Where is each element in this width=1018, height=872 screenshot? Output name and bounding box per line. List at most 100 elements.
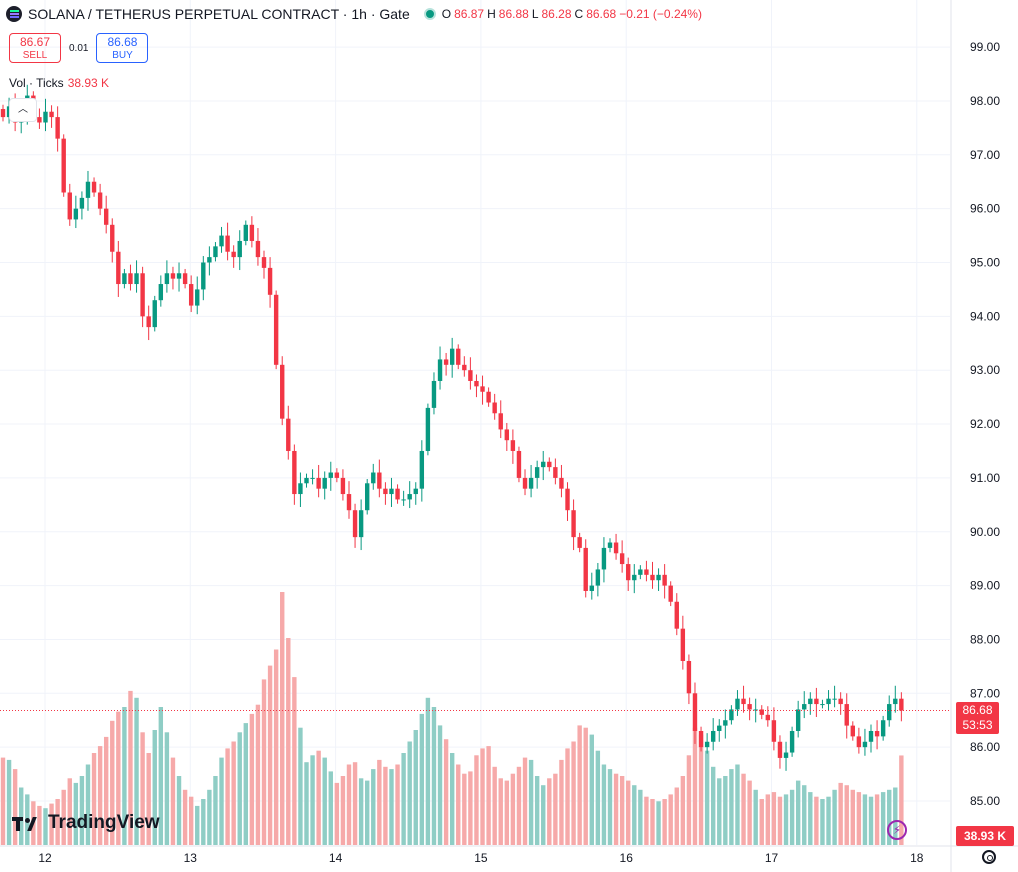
volume-bar xyxy=(19,787,24,845)
candle-body xyxy=(771,720,777,742)
buy-button[interactable]: 86.68 BUY xyxy=(96,33,149,63)
candle-body xyxy=(753,709,758,711)
settings-gear-icon[interactable] xyxy=(982,850,996,864)
price-tick-label: 94.00 xyxy=(970,309,1000,323)
candle-body xyxy=(723,720,728,726)
volume-bar xyxy=(401,753,406,845)
sell-button[interactable]: 86.67 SELL xyxy=(9,33,61,63)
volume-bar xyxy=(656,801,661,845)
volume-bar xyxy=(729,769,734,845)
candle-body xyxy=(255,240,261,258)
volume-bar xyxy=(717,778,722,845)
candle-body xyxy=(674,601,679,629)
volume-bar xyxy=(182,789,188,845)
candle-body xyxy=(91,181,97,193)
price-tick-label: 89.00 xyxy=(970,579,1000,593)
trade-buttons: 86.67 SELL 0.01 86.68 BUY xyxy=(9,33,149,63)
spread-value: 0.01 xyxy=(69,42,89,54)
volume-bar xyxy=(219,757,224,845)
price-tick-label: 88.00 xyxy=(970,632,1000,646)
price-tick-label: 98.00 xyxy=(970,94,1000,108)
candles xyxy=(0,84,904,771)
volume-bar xyxy=(371,769,376,845)
symbol-title[interactable]: SOLANA / TETHERUS PERPETUAL CONTRACT · 1… xyxy=(28,6,410,22)
candle-body xyxy=(395,488,400,500)
candle-body xyxy=(298,483,303,495)
candle-body xyxy=(613,542,619,554)
volume-bar xyxy=(413,730,418,845)
volume-bar xyxy=(322,757,327,845)
candle-body xyxy=(122,273,127,285)
candle-body xyxy=(547,461,552,468)
volume-bar xyxy=(134,697,139,845)
candle-body xyxy=(468,370,473,381)
volume-bar xyxy=(771,792,777,845)
volume-bar xyxy=(844,785,849,845)
volume-bar xyxy=(838,782,843,845)
candle-body xyxy=(893,698,898,705)
ohlc-values: O 86.87 H 86.88 L 86.28 C 86.68 −0.21 (−0.24… xyxy=(442,7,702,21)
time-tick-label: 13 xyxy=(184,851,198,865)
candle-body xyxy=(850,725,855,737)
volume-bar xyxy=(49,803,54,845)
volume-bar xyxy=(680,776,686,845)
candle-body xyxy=(607,542,613,548)
solana-icon xyxy=(6,6,22,22)
candle-body xyxy=(425,407,431,451)
volume-bar xyxy=(462,773,467,845)
candle-body xyxy=(152,300,157,328)
volume-bar xyxy=(583,727,588,845)
volume-bar xyxy=(607,769,613,845)
candle-body xyxy=(795,709,801,731)
volume-bar xyxy=(243,723,248,845)
volume-bar xyxy=(468,771,473,845)
candle-body xyxy=(97,192,103,209)
volume-bar xyxy=(122,707,127,845)
volume-bar xyxy=(850,789,855,845)
lightning-icon[interactable]: ⚡ xyxy=(887,820,907,840)
volume-bar xyxy=(692,727,698,845)
candle-body xyxy=(644,569,649,575)
collapse-legend-button[interactable]: ︿ xyxy=(9,98,37,122)
candle-body xyxy=(717,725,722,731)
candle-body xyxy=(37,117,42,123)
high-value: 86.88 xyxy=(498,7,529,21)
candle-body xyxy=(280,364,285,419)
volume-bar xyxy=(826,796,831,845)
volume-legend[interactable]: Vol · Ticks 38.93 K xyxy=(9,76,109,90)
candle-body xyxy=(510,440,516,451)
time-tick-label: 17 xyxy=(765,851,779,865)
volume-bar xyxy=(443,739,449,845)
volume-bar xyxy=(146,753,151,845)
candle-body xyxy=(158,284,164,301)
volume-bar xyxy=(449,753,455,845)
volume-bar xyxy=(498,778,503,845)
last-price-value: 86.68 xyxy=(962,703,993,717)
volume-bar xyxy=(255,704,261,845)
candle-body xyxy=(480,386,485,392)
candle-body xyxy=(759,709,764,715)
tradingview-wordmark: TradingView xyxy=(48,812,160,833)
volume-bar xyxy=(213,776,218,845)
candle-body xyxy=(638,569,643,575)
volume-bar xyxy=(832,789,837,845)
candle-body xyxy=(862,741,868,748)
candle-body xyxy=(899,698,904,711)
volume-bar xyxy=(304,762,309,845)
volume-bar xyxy=(328,771,333,845)
volume-bar xyxy=(893,787,898,845)
tradingview-logo[interactable]: TradingView xyxy=(12,812,160,834)
volume-bar xyxy=(650,799,655,845)
time-tick-label: 15 xyxy=(474,851,488,865)
volume-bar xyxy=(698,734,704,845)
time-tick-label: 16 xyxy=(620,851,634,865)
volume-bar xyxy=(553,773,558,845)
volume-bar xyxy=(188,796,194,845)
candle-body xyxy=(419,450,425,489)
volume-bar xyxy=(43,808,48,845)
candle-body xyxy=(680,628,686,661)
candle-body xyxy=(456,348,461,365)
volume-bar xyxy=(789,789,795,845)
volume-bar xyxy=(880,792,886,845)
